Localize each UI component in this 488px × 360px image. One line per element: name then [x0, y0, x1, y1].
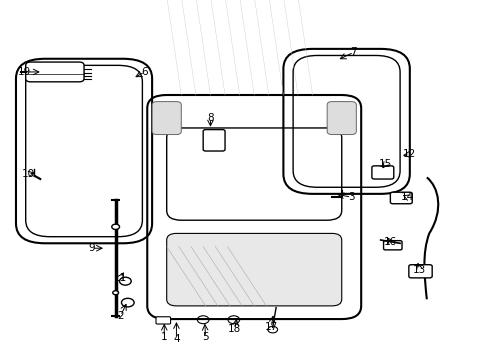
Text: 18: 18: [228, 324, 241, 334]
Text: 5: 5: [202, 332, 208, 342]
FancyBboxPatch shape: [166, 233, 341, 306]
Text: 15: 15: [378, 159, 391, 169]
Text: 12: 12: [403, 149, 416, 159]
Text: 13: 13: [412, 265, 426, 275]
Circle shape: [112, 224, 119, 229]
FancyBboxPatch shape: [408, 265, 431, 278]
Text: 4: 4: [173, 334, 180, 344]
Text: 2: 2: [117, 311, 123, 321]
Text: 8: 8: [207, 113, 213, 123]
Text: 11: 11: [114, 273, 127, 283]
Text: 14: 14: [400, 192, 413, 202]
FancyBboxPatch shape: [152, 102, 181, 135]
FancyBboxPatch shape: [371, 166, 393, 179]
FancyBboxPatch shape: [203, 130, 224, 151]
Text: 16: 16: [383, 237, 396, 247]
Text: 9: 9: [88, 243, 95, 253]
FancyBboxPatch shape: [26, 62, 84, 82]
Text: 1: 1: [161, 332, 167, 342]
Circle shape: [113, 291, 118, 295]
Text: 6: 6: [141, 67, 148, 77]
FancyBboxPatch shape: [383, 240, 401, 250]
Text: 19: 19: [18, 67, 31, 77]
FancyBboxPatch shape: [389, 192, 411, 204]
FancyBboxPatch shape: [326, 102, 356, 135]
Text: 7: 7: [350, 47, 356, 57]
Text: 10: 10: [21, 169, 35, 179]
FancyBboxPatch shape: [156, 317, 170, 324]
Text: 17: 17: [264, 322, 277, 332]
Text: 3: 3: [347, 192, 354, 202]
